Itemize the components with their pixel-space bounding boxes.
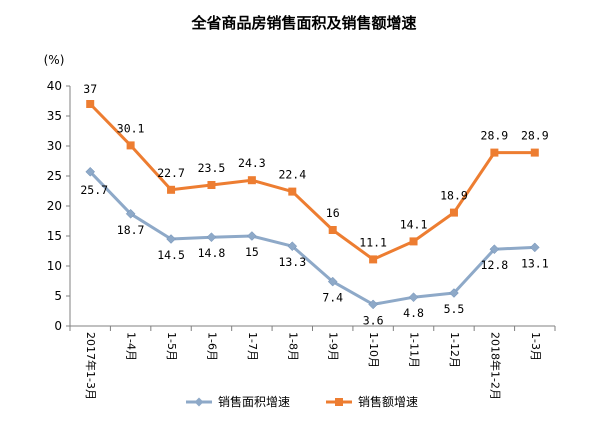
data-point-area [206, 232, 217, 243]
data-point-amount [490, 148, 499, 157]
data-point-amount [247, 176, 256, 185]
data-point-area [489, 244, 500, 255]
x-tick-label: 1-12月 [448, 332, 461, 368]
data-label: 3.6 [363, 313, 384, 327]
data-label: 37 [83, 82, 97, 96]
data-label: 24.3 [238, 156, 266, 170]
y-tick-label: 40 [47, 79, 62, 93]
data-label: 18.7 [117, 223, 145, 237]
legend: 销售面积增速 销售额增速 [186, 394, 418, 409]
data-label: 15 [245, 245, 259, 259]
x-tick-label: 1-9月 [327, 332, 340, 361]
data-point-area [125, 208, 136, 219]
data-point-area [247, 231, 257, 241]
series-line-amount [89, 102, 535, 261]
data-label: 12.8 [481, 258, 509, 272]
data-labels-layer: 25.7 18.7 14.5 14.8 15 13.3 7.4 3.6 4.8 5.5 12.8 13… [80, 82, 548, 327]
x-tick-label: 1-11月 [408, 332, 421, 368]
data-point-amount [288, 187, 297, 196]
series-line-area [89, 170, 535, 306]
data-point-area [327, 276, 338, 287]
data-label: 4.8 [403, 306, 424, 320]
y-tick-label: 5 [54, 289, 62, 303]
data-label: 11.1 [359, 235, 387, 249]
y-tick-label: 10 [47, 259, 62, 273]
data-label: 14.1 [400, 217, 428, 231]
chart-title: 全省商品房销售面积及销售额增速 [190, 14, 416, 32]
data-label: 22.7 [157, 166, 185, 180]
x-tick-label: 1-6月 [205, 332, 218, 361]
series-layer [85, 100, 540, 310]
legend-marker-square [335, 398, 343, 406]
y-tick-label: 0 [54, 319, 62, 333]
data-point-amount [167, 185, 176, 194]
data-point-area [85, 166, 96, 177]
data-point-amount [369, 255, 378, 264]
data-label: 16 [326, 206, 340, 220]
data-label: 28.9 [521, 129, 549, 143]
data-point-area [287, 241, 298, 252]
x-tick-label: 2017年1-3月 [84, 332, 98, 400]
data-point-amount [449, 208, 458, 217]
data-point-amount [409, 237, 418, 246]
x-tick-label: 1-8月 [286, 332, 299, 361]
data-label: 25.7 [80, 183, 108, 197]
legend-label: 销售面积增速 [218, 394, 290, 409]
data-point-area [529, 242, 540, 253]
data-label: 5.5 [444, 302, 465, 316]
data-label: 23.5 [198, 161, 226, 175]
data-point-amount [126, 141, 135, 150]
data-label: 7.4 [322, 291, 343, 305]
data-point-area [449, 288, 459, 298]
y-tick-label: 35 [47, 109, 62, 123]
data-point-area [368, 299, 378, 310]
y-tick-label: 30 [47, 139, 62, 153]
data-label: 13.3 [278, 255, 306, 269]
data-label: 22.4 [278, 168, 306, 182]
data-label: 28.9 [481, 129, 509, 143]
y-axis-unit-label: (%) [44, 53, 65, 67]
data-point-area [166, 234, 176, 244]
data-point-amount [328, 226, 337, 234]
x-axis: 2017年1-3月 1-4月 1-5月 1-6月 1-7月 1-8月 1-9月 1-10月 1-… [69, 325, 556, 400]
y-tick-label: 25 [47, 169, 62, 183]
data-point-amount [207, 181, 216, 189]
legend-label: 销售额增速 [358, 394, 418, 409]
data-point-amount [530, 148, 539, 157]
legend-marker-diamond [194, 397, 204, 407]
x-tick-label: 1-5月 [165, 332, 178, 361]
x-tick-label: 2018年1-2月 [488, 332, 502, 400]
y-tick-label: 20 [47, 199, 62, 213]
x-tick-label: 1-3月 [529, 332, 542, 361]
data-point-area [408, 292, 419, 303]
x-tick-label: 1-4月 [125, 332, 138, 361]
x-tick-label: 1-10月 [367, 332, 380, 368]
y-tick-label: 15 [47, 229, 62, 243]
data-label: 30.1 [117, 121, 145, 135]
data-point-amount [86, 100, 95, 108]
x-tick-label: 1-7月 [246, 332, 259, 361]
data-label: 14.5 [157, 248, 185, 262]
data-label: 14.8 [198, 246, 226, 260]
data-label: 13.1 [521, 256, 549, 270]
y-axis: 0 5 10 15 20 25 30 35 40 [47, 79, 71, 333]
data-label: 18.9 [440, 189, 468, 203]
